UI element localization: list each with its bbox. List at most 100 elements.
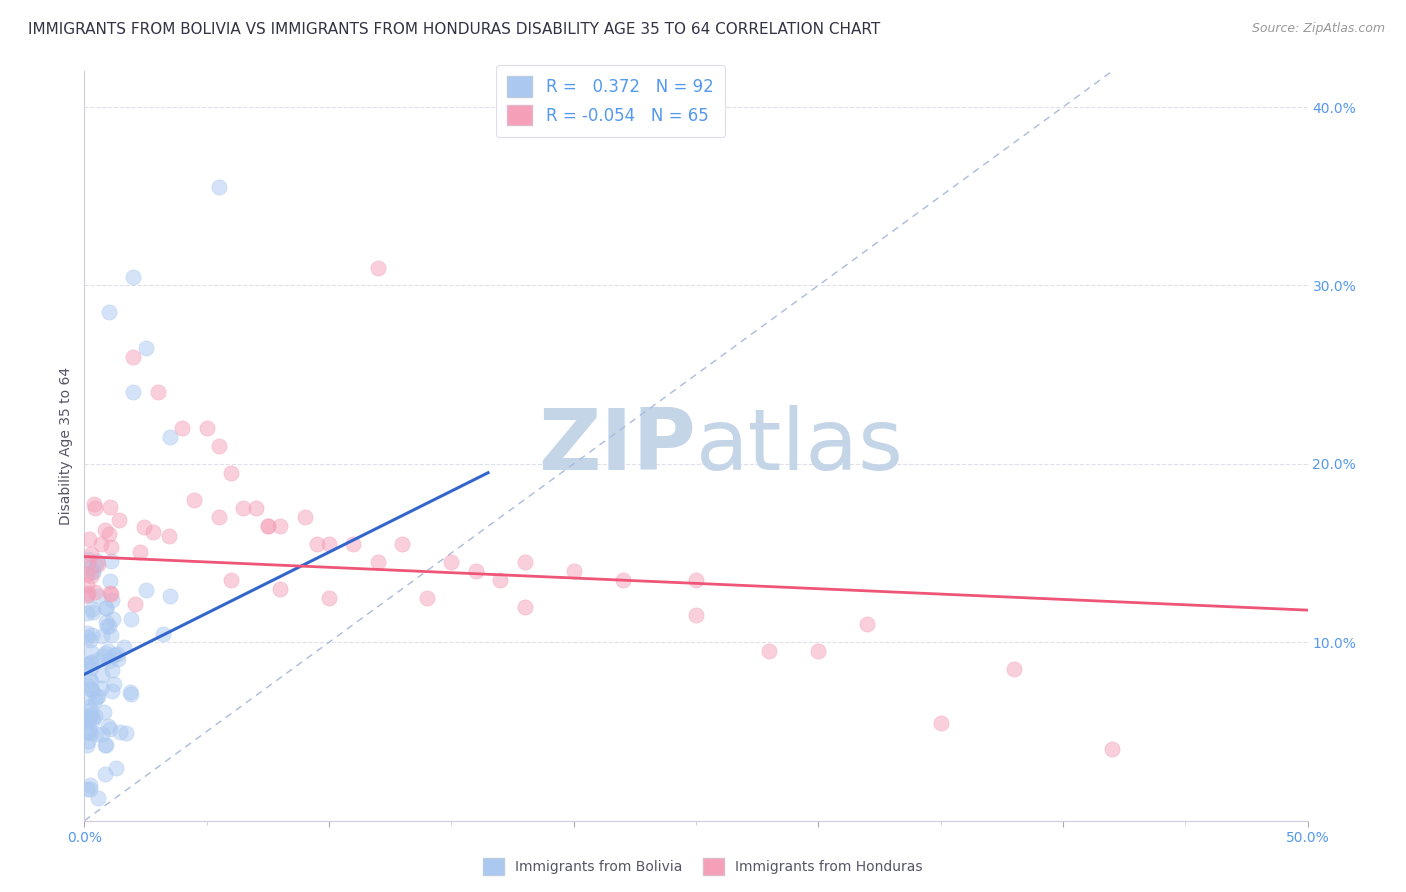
Point [318, 591, 340, 605]
Text: IMMIGRANTS FROM BOLIVIA VS IMMIGRANTS FROM HONDURAS DISABILITY AGE 35 TO 64 CORR: IMMIGRANTS FROM BOLIVIA VS IMMIGRANTS FR… [28, 22, 880, 37]
Point [77, 552, 100, 566]
Point [94, 601, 117, 615]
Point [76, 657, 98, 672]
Point [142, 525, 165, 540]
Point [97, 618, 120, 632]
Point [219, 573, 242, 587]
Point [83, 497, 105, 511]
Point [98, 500, 121, 515]
Point [76, 738, 98, 752]
Point [157, 528, 180, 542]
Point [76, 714, 98, 728]
Point [208, 439, 231, 453]
Point [87, 689, 110, 703]
Point [257, 519, 280, 533]
Point [84, 558, 107, 573]
Point [122, 385, 145, 400]
Point [416, 591, 439, 605]
Point [79, 782, 101, 797]
Point [120, 612, 142, 626]
Point [101, 684, 124, 698]
Point [76, 586, 98, 600]
Point [77, 532, 100, 546]
Point [76, 690, 98, 705]
Point [1101, 742, 1123, 756]
Text: ZIP: ZIP [538, 404, 696, 488]
Point [86, 553, 108, 567]
Point [79, 682, 101, 697]
Point [318, 537, 340, 551]
Point [93, 705, 115, 719]
Legend: Immigrants from Bolivia, Immigrants from Honduras: Immigrants from Bolivia, Immigrants from… [478, 853, 928, 880]
Point [98, 585, 121, 599]
Point [122, 350, 145, 364]
Point [134, 582, 156, 597]
Point [110, 725, 132, 739]
Point [84, 584, 107, 599]
Point [76, 589, 98, 603]
Point [87, 557, 110, 571]
Point [76, 782, 98, 797]
Point [440, 555, 463, 569]
Point [489, 573, 512, 587]
Point [76, 578, 98, 592]
Point [96, 615, 118, 629]
Point [77, 712, 100, 726]
Point [612, 573, 634, 587]
Point [86, 653, 108, 667]
Point [76, 709, 98, 723]
Point [94, 523, 117, 537]
Text: Source: ZipAtlas.com: Source: ZipAtlas.com [1251, 22, 1385, 36]
Point [232, 501, 254, 516]
Point [77, 723, 100, 738]
Point [80, 601, 103, 615]
Point [100, 574, 122, 589]
Point [208, 180, 231, 194]
Point [103, 648, 125, 662]
Point [80, 711, 103, 725]
Point [98, 527, 121, 541]
Point [79, 725, 101, 739]
Point [94, 767, 117, 781]
Point [107, 651, 129, 665]
Point [367, 260, 389, 275]
Point [245, 501, 267, 516]
Point [94, 738, 117, 752]
Point [120, 684, 142, 698]
Point [100, 540, 122, 554]
Point [294, 510, 316, 524]
Point [79, 569, 101, 583]
Point [84, 500, 107, 515]
Point [86, 690, 108, 704]
Point [685, 608, 707, 623]
Point [82, 714, 104, 728]
Point [269, 519, 291, 533]
Point [146, 385, 169, 400]
Point [100, 586, 122, 600]
Point [80, 702, 103, 716]
Point [807, 644, 830, 658]
Point [101, 663, 124, 677]
Point [90, 629, 112, 643]
Point [82, 565, 104, 579]
Point [76, 588, 98, 602]
Point [562, 564, 585, 578]
Point [122, 269, 145, 284]
Point [269, 582, 291, 596]
Point [77, 699, 100, 714]
Point [76, 712, 98, 726]
Point [159, 430, 181, 444]
Point [80, 645, 103, 659]
Point [124, 597, 146, 611]
Point [98, 654, 121, 668]
Point [77, 555, 100, 569]
Point [159, 589, 181, 603]
Point [112, 640, 135, 654]
Point [685, 573, 707, 587]
Point [77, 671, 100, 685]
Point [79, 661, 101, 675]
Point [97, 644, 120, 658]
Point [82, 628, 104, 642]
Point [76, 626, 98, 640]
Point [97, 719, 120, 733]
